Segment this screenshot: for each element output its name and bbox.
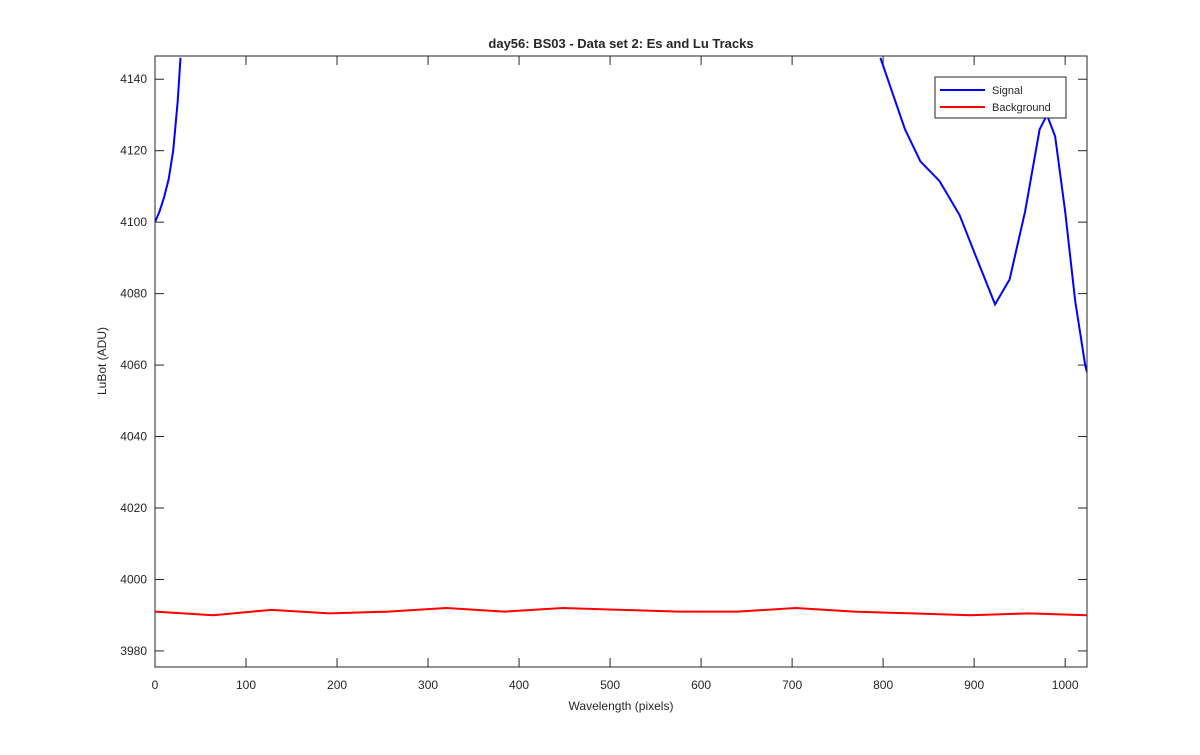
x-tick-label: 900 xyxy=(964,678,984,692)
legend-box xyxy=(934,76,1067,119)
x-tick-label: 600 xyxy=(691,678,711,692)
legend-label: Background xyxy=(992,102,1051,114)
x-tick-label: 800 xyxy=(873,678,893,692)
x-tick-label: 100 xyxy=(236,678,256,692)
x-tick-label: 200 xyxy=(327,678,347,692)
y-tick-label: 4140 xyxy=(120,72,147,86)
y-tick-label: 4060 xyxy=(120,358,147,372)
y-tick-label: 4040 xyxy=(120,430,147,444)
x-tick-label: 300 xyxy=(418,678,438,692)
axes-box xyxy=(154,55,1088,668)
y-tick-label: 4120 xyxy=(120,144,147,158)
x-tick-label: 400 xyxy=(509,678,529,692)
x-axis-label: Wavelength (pixels) xyxy=(569,699,674,713)
x-tick-label: 0 xyxy=(152,678,159,692)
data-line xyxy=(155,57,1087,373)
data-line xyxy=(155,607,1087,617)
x-tick-label: 1000 xyxy=(1052,678,1079,692)
x-tick-label: 500 xyxy=(600,678,620,692)
y-tick-label: 4020 xyxy=(120,501,147,515)
y-tick-label: 4080 xyxy=(120,287,147,301)
y-tick-label: 3980 xyxy=(120,644,147,658)
chart-title: day56: BS03 - Data set 2: Es and Lu Trac… xyxy=(488,36,753,51)
y-tick-label: 4100 xyxy=(120,215,147,229)
legend-label: Signal xyxy=(992,85,1023,97)
x-tick-label: 700 xyxy=(782,678,802,692)
y-tick-label: 4000 xyxy=(120,572,147,586)
y-axis-label: LuBot (ADU) xyxy=(95,327,109,395)
